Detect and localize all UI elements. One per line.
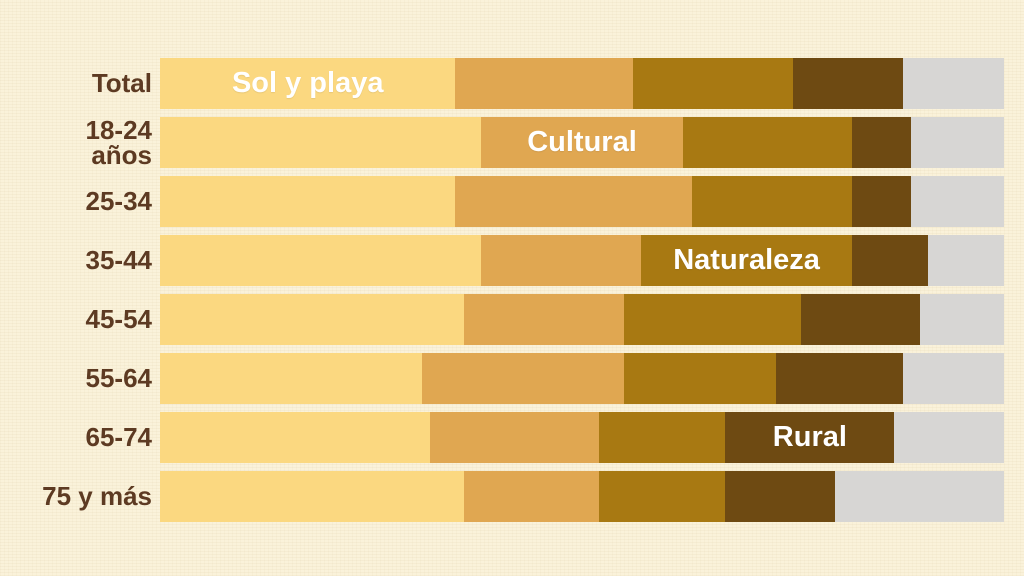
segment-naturaleza xyxy=(691,176,853,227)
segment-naturaleza xyxy=(632,58,793,109)
segment-rural: Rural xyxy=(725,412,895,463)
segment-rural xyxy=(852,235,929,286)
category-label-55-64: 55-64 xyxy=(85,363,153,393)
segment-cultural xyxy=(455,58,633,109)
segment-cultural xyxy=(455,176,692,227)
segment-sol-y-playa: Sol y playa xyxy=(160,58,456,109)
segment-rural xyxy=(725,471,836,522)
chart-row-35-44: 35-44 Naturaleza xyxy=(0,235,1004,286)
segment-naturaleza xyxy=(683,117,853,168)
segment-naturaleza: Naturaleza xyxy=(641,235,853,286)
bar-18-24-a-os: Cultural xyxy=(160,117,1004,168)
bar-35-44: Naturaleza xyxy=(160,235,1004,286)
segment-sol-y-playa xyxy=(160,117,481,168)
chart-row-75-y-m-s: 75 y más xyxy=(0,471,1004,522)
category-label-65-74: 65-74 xyxy=(85,422,153,452)
segment-gray xyxy=(902,353,1004,404)
bar-45-54 xyxy=(160,294,1004,345)
segment-rural xyxy=(852,176,912,227)
segment-cultural xyxy=(480,235,642,286)
segment-sol-y-playa xyxy=(160,412,431,463)
segment-cultural: Cultural xyxy=(480,117,684,168)
chart-row-55-64: 55-64 xyxy=(0,353,1004,404)
segment-rural xyxy=(776,353,903,404)
chart-row-total: Total Sol y playa xyxy=(0,58,1004,109)
segment-gray xyxy=(919,294,1004,345)
bar-total: Sol y playa xyxy=(160,58,1004,109)
segment-gray xyxy=(835,471,1004,522)
bar-25-34 xyxy=(160,176,1004,227)
bar-75-y-m-s xyxy=(160,471,1004,522)
segment-cultural xyxy=(421,353,625,404)
chart-row-18-24-a-os: 18-24 años Cultural xyxy=(0,117,1004,168)
segment-sol-y-playa xyxy=(160,294,464,345)
inline-series-label-sol-y-playa: Sol y playa xyxy=(231,67,384,99)
category-label-35-44: 35-44 xyxy=(85,245,153,275)
segment-cultural xyxy=(463,471,599,522)
segment-naturaleza xyxy=(624,294,802,345)
segment-cultural xyxy=(430,412,599,463)
segment-sol-y-playa xyxy=(160,353,422,404)
inline-series-label-rural: Rural xyxy=(772,421,847,453)
inline-series-label-cultural: Cultural xyxy=(527,126,637,158)
segment-rural xyxy=(801,294,920,345)
segment-naturaleza xyxy=(598,412,726,463)
segment-gray xyxy=(911,176,1004,227)
stacked-bar-chart: Total Sol y playa 18-24 años Cultural 25-34 3… xyxy=(0,58,1004,530)
category-label-total: Total xyxy=(91,68,152,98)
bar-55-64 xyxy=(160,353,1004,404)
segment-gray xyxy=(894,412,1004,463)
segment-naturaleza xyxy=(624,353,777,404)
category-label-45-54: 45-54 xyxy=(85,304,153,334)
segment-sol-y-playa xyxy=(160,235,481,286)
segment-sol-y-playa xyxy=(160,176,456,227)
segment-sol-y-playa xyxy=(160,471,464,522)
segment-cultural xyxy=(463,294,625,345)
category-label-75-y-m-s: 75 y más xyxy=(42,481,152,511)
segment-rural xyxy=(852,117,912,168)
category-label-25-34: 25-34 xyxy=(85,186,153,216)
segment-naturaleza xyxy=(598,471,726,522)
chart-row-45-54: 45-54 xyxy=(0,294,1004,345)
category-label-18-24-a-os: 18-24 años xyxy=(85,114,153,170)
segment-rural xyxy=(792,58,903,109)
inline-series-label-naturaleza: Naturaleza xyxy=(673,244,820,276)
chart-row-65-74: 65-74 Rural xyxy=(0,412,1004,463)
segment-gray xyxy=(911,117,1004,168)
bar-65-74: Rural xyxy=(160,412,1004,463)
segment-gray xyxy=(928,235,1004,286)
segment-gray xyxy=(902,58,1004,109)
chart-row-25-34: 25-34 xyxy=(0,176,1004,227)
